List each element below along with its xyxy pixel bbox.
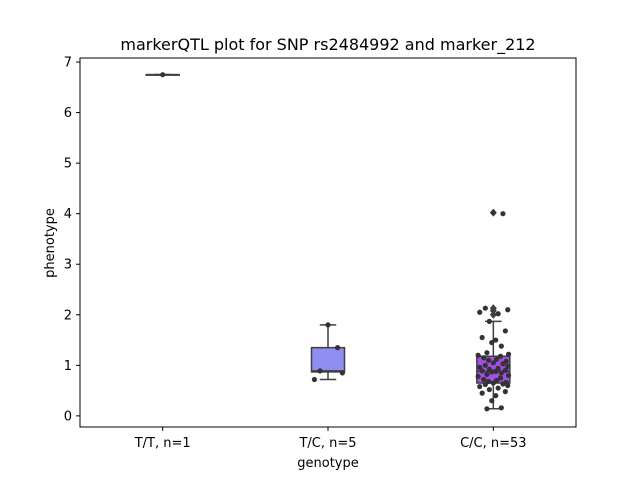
data-point — [505, 372, 512, 379]
data-point — [484, 350, 490, 356]
chart-title: markerQTL plot for SNP rs2484992 and mar… — [120, 35, 535, 55]
data-point — [311, 376, 317, 383]
data-point — [486, 318, 492, 324]
outlier-marker — [489, 304, 497, 313]
data-point — [497, 353, 504, 359]
data-point — [482, 362, 488, 368]
points-layer — [160, 72, 512, 412]
plot-area — [79, 57, 577, 428]
y-tick-label: 3 — [64, 258, 72, 273]
x-axis-label: genotype — [297, 456, 358, 471]
data-point — [505, 382, 511, 389]
data-point — [500, 211, 506, 217]
y-tick-label: 0 — [64, 409, 72, 424]
data-point — [484, 371, 490, 378]
data-point — [500, 381, 506, 387]
x-tick-label: C/C, n=53 — [460, 436, 526, 451]
data-point — [325, 322, 331, 328]
data-point — [502, 389, 508, 395]
data-point — [489, 339, 495, 346]
y-axis-label: phenotype — [43, 208, 58, 278]
data-point — [500, 361, 506, 367]
data-point — [498, 405, 504, 411]
x-tick-label: T/T, n=1 — [134, 436, 191, 451]
data-point — [160, 72, 166, 78]
data-point — [335, 345, 341, 351]
y-tick-label: 6 — [64, 106, 72, 121]
data-point — [498, 343, 504, 349]
data-point — [484, 406, 490, 412]
data-point — [493, 356, 500, 362]
outlier-marker — [489, 310, 497, 319]
data-point — [490, 360, 496, 366]
x-tick-label: T/C, n=5 — [298, 436, 356, 451]
data-point — [477, 383, 483, 390]
y-tick-label: 1 — [64, 359, 72, 374]
data-point — [485, 357, 492, 363]
data-point — [497, 375, 504, 381]
y-tick-label: 5 — [64, 157, 72, 172]
data-point — [490, 380, 496, 386]
data-point — [479, 334, 485, 341]
data-point — [481, 376, 487, 383]
data-point — [498, 370, 504, 376]
data-point — [482, 381, 488, 388]
data-point — [495, 311, 501, 317]
data-point — [481, 355, 487, 361]
data-point — [505, 307, 511, 313]
data-point — [495, 385, 501, 391]
data-point — [479, 368, 485, 374]
y-axis: 0 1 2 3 4 5 6 7 — [64, 56, 80, 424]
data-point — [317, 368, 323, 374]
data-point — [486, 386, 492, 393]
data-point — [505, 363, 511, 369]
data-point — [493, 337, 499, 343]
data-point — [475, 373, 481, 380]
data-point — [475, 352, 481, 358]
box — [310, 346, 346, 373]
data-point — [489, 369, 495, 375]
data-point — [493, 393, 499, 399]
y-tick-label: 7 — [64, 56, 72, 71]
data-point — [505, 351, 512, 357]
data-point — [502, 328, 508, 334]
data-point — [479, 390, 485, 396]
data-point — [477, 309, 483, 315]
data-point — [482, 305, 488, 311]
data-point — [489, 398, 495, 404]
y-tick-label: 2 — [64, 308, 72, 323]
x-axis: T/T, n=1 T/C, n=5 C/C, n=53 — [134, 427, 527, 451]
data-point — [493, 368, 499, 374]
data-point — [339, 370, 345, 376]
data-point — [502, 367, 508, 373]
y-tick-label: 4 — [64, 207, 72, 222]
data-point — [490, 210, 496, 216]
